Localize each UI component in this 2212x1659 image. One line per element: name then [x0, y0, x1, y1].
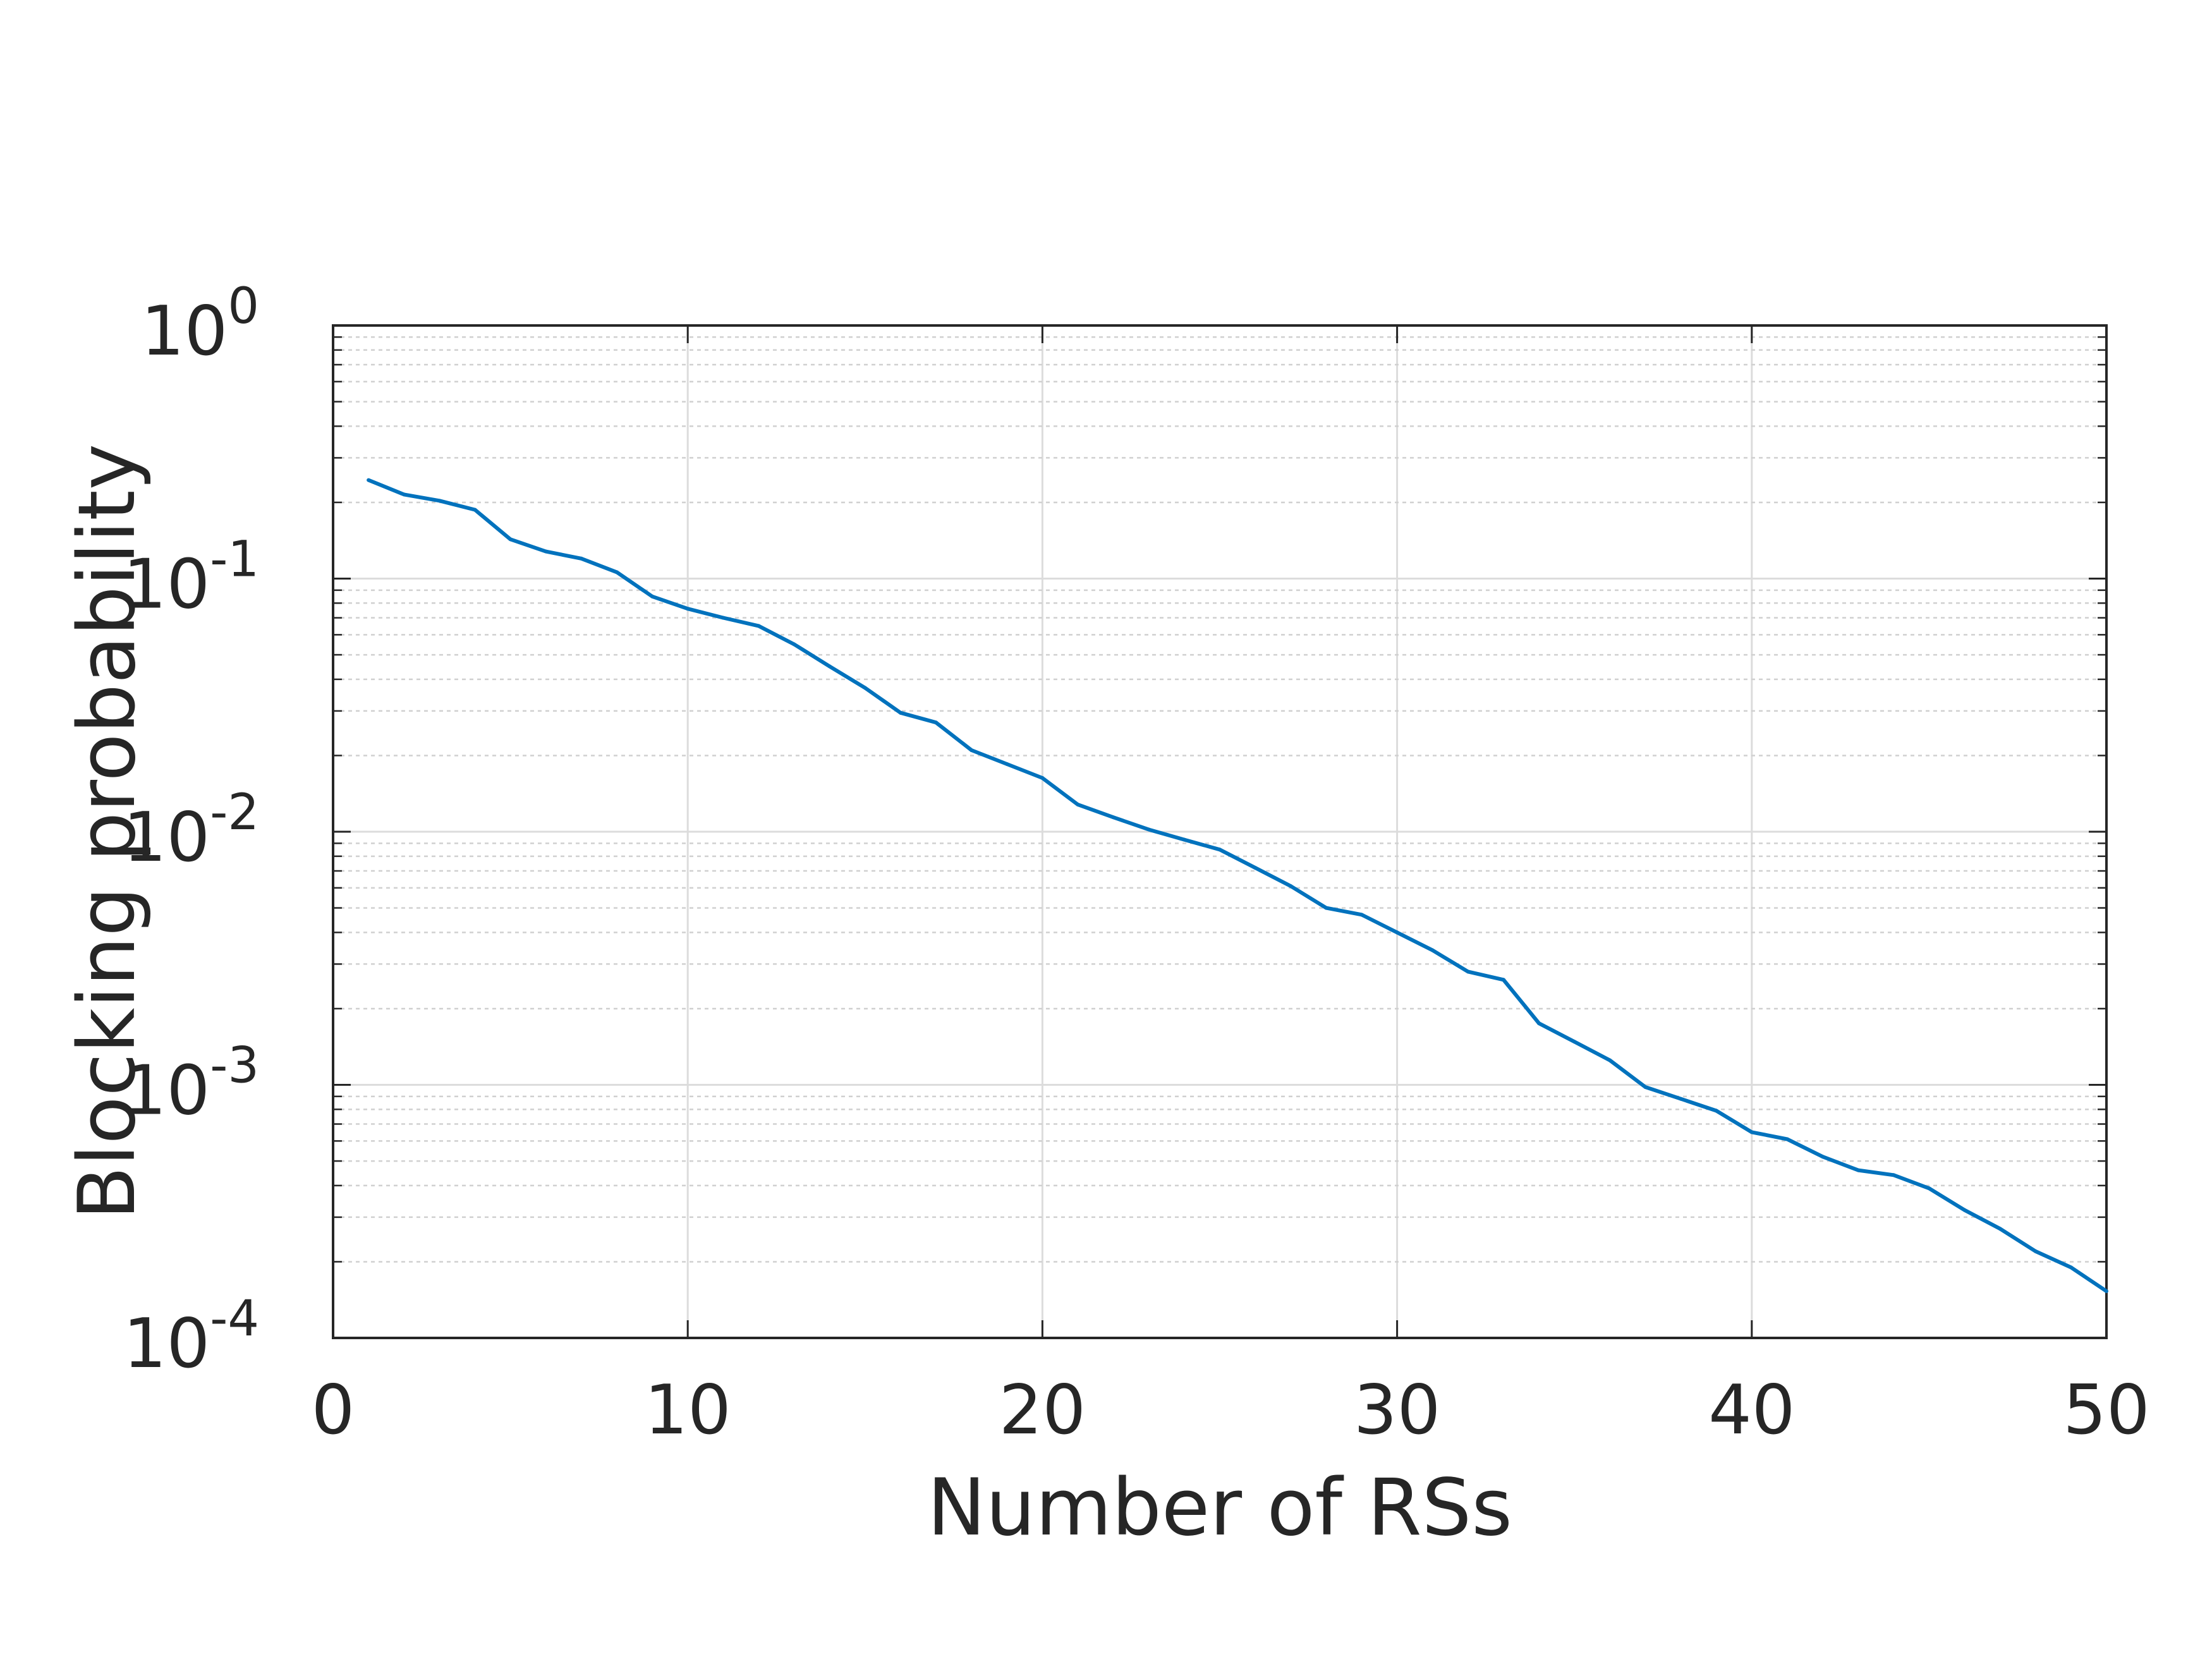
data-point [1466, 969, 1470, 974]
data-point [1643, 1085, 1648, 1090]
y-tick-label-exponent: -3 [210, 1038, 259, 1095]
data-point [1962, 1208, 1967, 1212]
data-point [1324, 906, 1328, 910]
data-point [1040, 776, 1045, 781]
data-point [792, 642, 796, 647]
data-point [1111, 815, 1115, 820]
x-axis-title: Number of RSs [927, 1462, 1512, 1553]
data-point [1182, 837, 1186, 842]
data-point [1572, 1040, 1577, 1044]
data-point [863, 686, 867, 690]
data-point [1501, 978, 1505, 982]
data-point [1749, 1130, 1754, 1134]
data-point [508, 537, 513, 542]
axis-ticks [332, 325, 2108, 1339]
data-point [1998, 1227, 2002, 1231]
x-tick-label: 10 [644, 1371, 731, 1450]
data-point [1218, 848, 1222, 852]
data-point [1821, 1155, 1825, 1159]
x-tick-labels: 0 10 20 30 40 50 [312, 1371, 2150, 1450]
data-point [757, 624, 761, 628]
data-point [2033, 1249, 2038, 1253]
data-point [898, 710, 902, 715]
y-tick-label-base: 10 [123, 545, 210, 624]
y-tick-label: 10-4 [123, 1291, 259, 1383]
y-tick-label-exponent: -2 [210, 784, 259, 841]
data-point [1679, 1097, 1683, 1101]
data-point [473, 507, 477, 512]
y-tick-label: 10-2 [123, 784, 259, 877]
y-axis-title: Blocking probability [62, 444, 153, 1220]
y-tick-label: 100 [141, 278, 259, 371]
series-layer [367, 478, 2108, 1294]
data-point [1005, 762, 1009, 766]
grid [333, 325, 2106, 1338]
data-point [1146, 827, 1151, 832]
plot-area-frame [332, 324, 2108, 1339]
data-point [1430, 948, 1435, 952]
data-point [1359, 913, 1364, 917]
y-tick-label-base: 10 [123, 1304, 210, 1383]
x-tick-label: 50 [2063, 1371, 2149, 1450]
data-point [544, 549, 548, 554]
data-point [1927, 1186, 1931, 1191]
y-tick-label: 10-1 [123, 532, 259, 624]
data-point [614, 570, 619, 574]
data-point [367, 478, 371, 482]
y-tick-label-base: 10 [123, 798, 210, 877]
data-point [1856, 1168, 1861, 1172]
y-tick-label-base: 10 [141, 292, 228, 371]
x-tick-label: 40 [1708, 1371, 1795, 1450]
data-point [1608, 1058, 1612, 1062]
data-point [934, 720, 939, 725]
y-tick-label-exponent: -4 [210, 1291, 259, 1347]
data-point [1537, 1021, 1541, 1026]
x-tick-label: 0 [312, 1371, 355, 1450]
data-point [686, 607, 690, 611]
data-point [650, 594, 655, 599]
series-line [367, 478, 2108, 1293]
y-tick-label-base: 10 [123, 1052, 210, 1131]
data-point [1253, 866, 1258, 870]
data-point [721, 616, 726, 620]
data-point [2105, 1289, 2108, 1294]
y-tick-label-exponent: -1 [210, 532, 259, 588]
x-tick-label: 30 [1354, 1371, 1440, 1450]
data-point [437, 499, 442, 503]
y-tick-label-exponent: 0 [228, 278, 259, 335]
data-point [1892, 1173, 1896, 1177]
x-tick-label: 20 [999, 1371, 1086, 1450]
data-point [827, 664, 832, 669]
data-point [579, 556, 583, 561]
data-point [2069, 1265, 2073, 1270]
data-point [1076, 803, 1080, 807]
data-point [402, 492, 406, 497]
data-point [1395, 930, 1399, 935]
data-point [1289, 884, 1293, 888]
data-point [1714, 1109, 1718, 1113]
data-point [969, 748, 974, 752]
data-point [1785, 1137, 1789, 1141]
y-tick-label: 10-3 [123, 1038, 259, 1131]
